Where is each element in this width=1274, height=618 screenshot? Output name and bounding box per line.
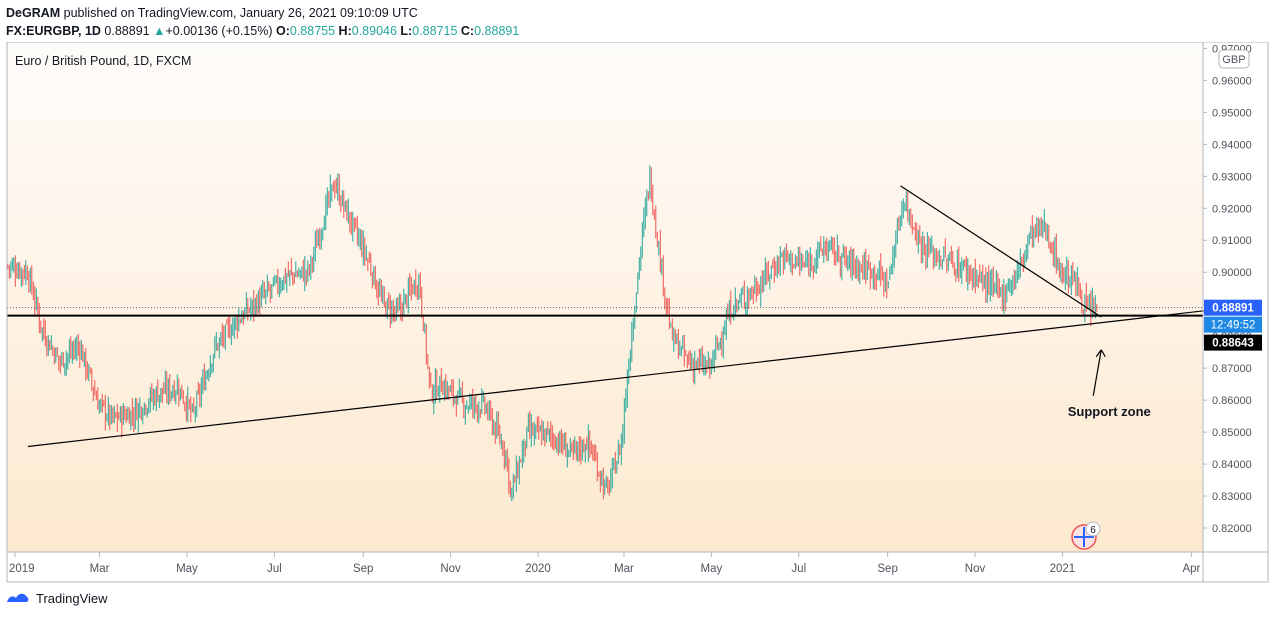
y-tick-label: 0.87000 — [1212, 363, 1252, 375]
support-price-label: 0.88643 — [1212, 338, 1254, 350]
y-tick-label: 0.94000 — [1212, 139, 1252, 151]
open-value: 0.88755 — [289, 24, 336, 38]
x-tick-label: Nov — [965, 563, 986, 575]
y-tick-label: 0.90000 — [1212, 267, 1252, 279]
publish-line: DeGRAM published on TradingView.com, Jan… — [6, 4, 519, 22]
last-price-badge — [1204, 299, 1262, 316]
brand-name[interactable]: TradingView — [36, 590, 108, 606]
close-value: 0.88891 — [474, 24, 520, 38]
annotation-arrow[interactable] — [1092, 349, 1102, 396]
x-tick-label: Apr — [1182, 563, 1200, 575]
price-chart[interactable]: Support zone Euro / British Pound, 1D, F… — [0, 42, 1274, 584]
x-tick-label: Mar — [90, 563, 110, 575]
y-tick-label: 0.82000 — [1212, 523, 1252, 535]
y-tick-label: 0.85000 — [1212, 427, 1252, 439]
x-tick-label: May — [701, 563, 723, 575]
x-tick-label: 2019 — [9, 563, 35, 575]
y-tick-label: 0.92000 — [1212, 203, 1252, 215]
y-tick-label: 0.91000 — [1212, 235, 1252, 247]
author-name[interactable]: DeGRAM — [6, 6, 61, 20]
x-tick-label: Nov — [440, 563, 461, 575]
countdown-label: 12:49:52 — [1211, 320, 1256, 332]
last-value: 0.88891 — [104, 24, 150, 38]
last-price-label: 0.88891 — [1212, 303, 1254, 315]
y-tick-label: 0.95000 — [1212, 107, 1252, 119]
chart-header: DeGRAM published on TradingView.com, Jan… — [6, 4, 519, 40]
price-labels: 0.88891 12:49:52 0.88643 — [1204, 299, 1262, 351]
y-tick-label: 0.96000 — [1212, 75, 1252, 87]
low-value: 0.88715 — [412, 24, 458, 38]
trendline[interactable] — [900, 185, 1102, 318]
trendline[interactable] — [27, 305, 1248, 448]
x-tick-label: Jul — [267, 563, 282, 575]
x-tick-label: Mar — [614, 563, 634, 575]
y-tick-label: 0.93000 — [1212, 171, 1252, 183]
y-tick-label: 0.83000 — [1212, 491, 1252, 503]
events-badge[interactable]: 6 — [1071, 521, 1101, 550]
footer: TradingView — [6, 590, 108, 606]
annotation-text[interactable]: Support zone — [1068, 404, 1151, 419]
candles-group — [7, 165, 1098, 501]
x-tick-label: 2021 — [1050, 563, 1076, 575]
change-arrow-icon: ▲ — [153, 24, 166, 38]
x-tick-label: Jul — [791, 563, 806, 575]
symbol-label: FX:EURGBP, 1D — [6, 24, 101, 38]
currency-label: GBP — [1222, 54, 1245, 66]
x-tick-label: May — [176, 563, 198, 575]
ohlc-line: FX:EURGBP, 1D 0.88891 ▲+0.00136 (+0.15%)… — [6, 22, 519, 40]
drawings-group: Support zone — [7, 185, 1248, 448]
time-axis[interactable]: 2019 Mar May Jul Sep Nov 2020 Mar May Jul Sep Nov 20… — [9, 552, 1201, 575]
arrow-head-icon — [1095, 349, 1106, 358]
tradingview-logo-icon[interactable] — [6, 590, 30, 606]
price-axis[interactable]: 0.970000.960000.950000.940000.930000.920… — [1203, 43, 1252, 535]
currency-badge[interactable]: GBP — [1218, 49, 1250, 69]
high-label: H: — [338, 24, 352, 38]
y-tick-label: 0.84000 — [1212, 459, 1252, 471]
high-value: 0.89046 — [351, 24, 397, 38]
close-label: C: — [460, 24, 475, 38]
chart-title: Euro / British Pound, 1D, FXCM — [15, 54, 191, 68]
x-tick-label: 2020 — [525, 563, 551, 575]
x-tick-label: Sep — [353, 563, 373, 575]
countdown-badge — [1204, 316, 1262, 333]
change-value: +0.00136 (+0.15%) — [165, 24, 273, 38]
low-label: L: — [400, 24, 413, 38]
open-label: O: — [275, 24, 290, 38]
chart-frame — [6, 42, 1269, 583]
plot-background — [7, 42, 1203, 552]
x-tick-label: Sep — [877, 563, 897, 575]
events-count: 6 — [1090, 525, 1096, 536]
y-tick-label: 0.86000 — [1212, 395, 1252, 407]
publish-info: published on TradingView.com, January 26… — [63, 6, 418, 20]
support-price-badge — [1204, 334, 1262, 351]
